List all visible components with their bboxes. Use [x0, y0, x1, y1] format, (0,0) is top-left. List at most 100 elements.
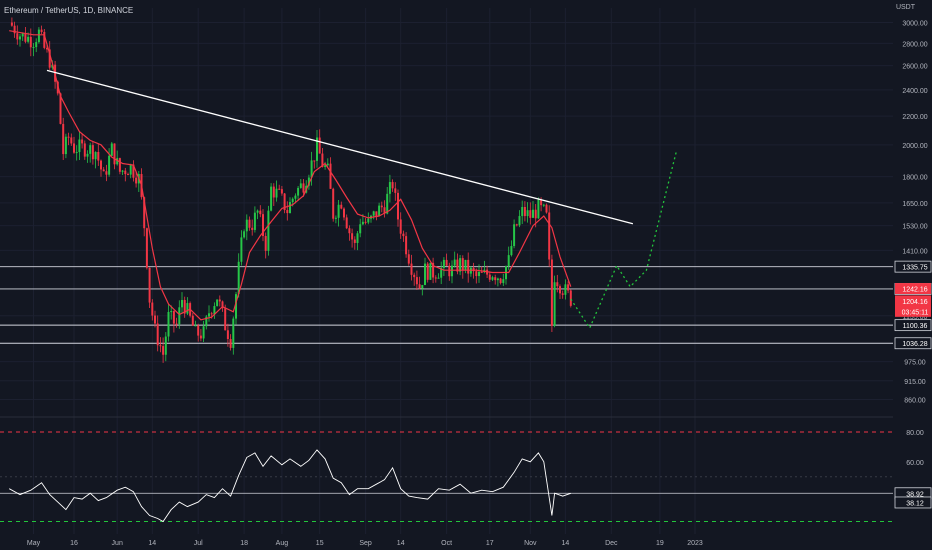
- candle-down: [70, 137, 73, 144]
- candle-down: [321, 153, 324, 167]
- candle-down: [345, 217, 348, 229]
- candle-down: [73, 143, 75, 153]
- x-tick-label: 2023: [687, 540, 703, 547]
- candle-down: [280, 189, 283, 194]
- candle-up: [51, 64, 54, 68]
- candle-up: [164, 336, 167, 355]
- candle-up: [388, 182, 391, 194]
- horizontal-levels[interactable]: [0, 266, 893, 344]
- candle-down: [132, 164, 135, 178]
- candle-up: [232, 318, 235, 348]
- candle-down: [29, 36, 32, 48]
- candle-up: [564, 284, 567, 295]
- candle-up: [453, 259, 456, 266]
- candle-up: [297, 187, 300, 196]
- candle-down: [248, 219, 251, 228]
- candle-down: [24, 33, 27, 42]
- candle-down: [418, 284, 421, 289]
- x-tick-label: Nov: [524, 540, 537, 547]
- candle-down: [405, 236, 408, 255]
- candle-up: [121, 170, 124, 172]
- candle-up: [510, 246, 513, 256]
- candle-down: [159, 345, 162, 347]
- candle-up: [337, 204, 340, 218]
- candle-up: [270, 186, 273, 211]
- current-price-tag-box: [895, 295, 931, 307]
- candle-down: [148, 267, 151, 303]
- candle-down: [559, 286, 561, 294]
- y-tick-label: 1410.00: [902, 248, 927, 255]
- candle-up: [532, 209, 534, 218]
- candle-up: [267, 210, 270, 251]
- candle-down: [534, 209, 537, 219]
- candle-down: [561, 293, 564, 295]
- projection-path[interactable]: [570, 152, 677, 330]
- candle-up: [186, 303, 189, 314]
- candle-down: [197, 325, 200, 336]
- current-price-tag: 1204.16: [902, 299, 927, 306]
- candle-down: [329, 163, 332, 189]
- symbol-title: Ethereum / TetherUS, 1D, BINANCE: [4, 6, 133, 15]
- candle-up: [205, 316, 208, 327]
- candle-up: [326, 163, 329, 166]
- candle-down: [145, 228, 148, 268]
- candle-up: [424, 263, 426, 286]
- candle-up: [478, 271, 480, 277]
- candle-down: [286, 210, 289, 214]
- x-tick-label: Dec: [605, 540, 618, 547]
- candle-down: [448, 265, 451, 277]
- candle-up: [35, 42, 38, 48]
- candle-up: [194, 325, 197, 327]
- candle-up: [27, 36, 30, 42]
- x-tick-label: Aug: [276, 540, 289, 547]
- candle-down: [380, 205, 383, 208]
- candle-down: [151, 302, 154, 316]
- candle-down: [59, 93, 62, 124]
- candle-up: [372, 211, 375, 216]
- candle-down: [46, 47, 48, 50]
- candle-down: [100, 160, 102, 170]
- candle-up: [253, 212, 256, 230]
- candle-up: [526, 210, 529, 217]
- candle-down: [199, 335, 202, 339]
- candle-up: [235, 294, 237, 319]
- candle-up: [491, 277, 494, 280]
- candle-down: [529, 210, 532, 218]
- candle-down: [272, 186, 275, 198]
- candle-down: [488, 274, 491, 280]
- price-tags: 1335.751240.661100.361036.281242.161204.…: [894, 260, 932, 509]
- candle-down: [175, 323, 178, 325]
- candle-up: [237, 261, 240, 295]
- y-tick-label: 1800.00: [902, 175, 927, 182]
- candle-down: [124, 170, 127, 175]
- candle-down: [413, 274, 416, 278]
- candle-down: [475, 271, 478, 277]
- x-tick-label: Jun: [112, 540, 123, 547]
- candle-up: [108, 155, 111, 175]
- x-tick-label: 16: [70, 540, 78, 547]
- candle-down: [105, 171, 108, 175]
- candle-up: [167, 311, 170, 337]
- x-tick-label: 17: [486, 540, 494, 547]
- candle-down: [156, 323, 159, 346]
- candle-down: [399, 219, 402, 234]
- trendline[interactable]: [46, 69, 634, 225]
- price-axis-background: [894, 0, 932, 550]
- candle-down: [313, 160, 316, 162]
- candle-down: [480, 271, 483, 273]
- candle-down: [43, 31, 46, 48]
- candle-down: [375, 211, 378, 217]
- x-tick-label: Jul: [194, 540, 203, 547]
- candle-down: [154, 315, 156, 324]
- candle-down: [259, 210, 262, 215]
- candle-up: [299, 183, 302, 188]
- x-tick-label: 14: [397, 540, 405, 547]
- candle-up: [21, 33, 24, 37]
- y-tick-label: 1650.00: [902, 201, 927, 208]
- rsi-tick-label: 80.00: [906, 430, 924, 437]
- y-tick-label: 2000.00: [902, 143, 927, 150]
- candle-down: [91, 145, 94, 160]
- candle-up: [78, 139, 81, 153]
- candle-up: [359, 224, 362, 234]
